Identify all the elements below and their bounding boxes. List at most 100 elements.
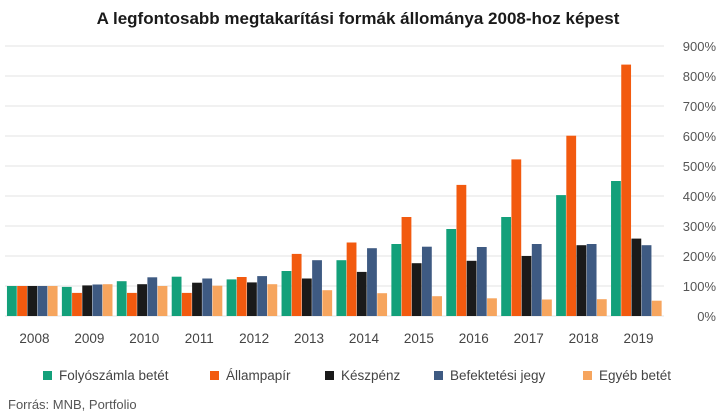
y-tick-label: 900%	[683, 39, 717, 54]
x-tick-label: 2018	[569, 331, 599, 346]
y-tick-label: 400%	[683, 189, 717, 204]
chart-title: A legfontosabb megtakarítási formák állo…	[97, 9, 620, 28]
legend-label: Készpénz	[341, 368, 401, 383]
bar	[157, 286, 168, 316]
bar	[61, 286, 72, 316]
x-tick-label: 2013	[294, 331, 324, 346]
bar	[281, 271, 292, 316]
bar	[226, 279, 237, 316]
bar	[641, 245, 652, 316]
bar	[92, 284, 103, 316]
bar	[356, 271, 367, 316]
x-tick-label: 2014	[349, 331, 380, 346]
bar	[576, 245, 587, 316]
bar	[377, 293, 388, 316]
x-tick-label: 2012	[239, 331, 269, 346]
bar	[147, 277, 158, 316]
bar	[586, 244, 597, 316]
y-tick-label: 0%	[697, 309, 716, 324]
bar	[301, 278, 312, 316]
bar	[542, 299, 552, 316]
x-tick-label: 2009	[74, 331, 104, 346]
x-axis: 2008 2009 2010 2011 2012 2013 2014 2015 2016 2017…	[19, 331, 653, 346]
y-tick-label: 700%	[683, 99, 717, 114]
legend-swatch	[210, 371, 219, 380]
bar	[621, 64, 632, 316]
legend-swatch	[583, 371, 592, 380]
bar	[192, 282, 202, 316]
bar	[236, 277, 247, 316]
bar	[247, 282, 257, 316]
legend-label: Állampapír	[226, 368, 291, 383]
bar	[556, 195, 566, 316]
bar	[181, 292, 192, 316]
bar	[72, 292, 82, 316]
bar	[137, 284, 147, 316]
gridlines	[5, 45, 664, 317]
y-axis: 0% 100% 200% 300% 400% 500% 600% 700% 800% 900%	[683, 39, 717, 324]
bar	[267, 284, 278, 316]
bar	[401, 217, 412, 316]
bar	[37, 286, 48, 316]
bar	[346, 242, 357, 316]
legend-swatch	[434, 371, 443, 380]
x-tick-label: 2016	[459, 331, 489, 346]
y-tick-label: 200%	[683, 249, 717, 264]
bar	[421, 246, 432, 316]
y-tick-label: 800%	[683, 69, 717, 84]
bar	[511, 159, 522, 316]
bar	[596, 299, 607, 316]
bar	[291, 253, 302, 316]
bars	[6, 64, 662, 316]
y-tick-label: 300%	[683, 219, 717, 234]
x-tick-label: 2019	[624, 331, 654, 346]
bar	[322, 290, 333, 316]
bar	[651, 300, 662, 316]
bar	[631, 238, 642, 316]
bar	[367, 248, 377, 316]
bar	[47, 286, 58, 316]
x-tick-label: 2010	[129, 331, 159, 346]
bar	[171, 276, 182, 316]
bar	[312, 260, 322, 316]
x-tick-label: 2011	[185, 331, 214, 346]
bar	[126, 292, 137, 316]
legend-swatch	[325, 371, 334, 380]
legend-label: Folyószámla betét	[59, 368, 169, 383]
bar	[476, 247, 487, 316]
bar	[531, 244, 542, 316]
x-tick-label: 2008	[19, 331, 49, 346]
bar	[566, 135, 577, 316]
bar	[336, 260, 347, 316]
legend: Folyószámla betét Állampapír Készpénz Befek…	[43, 368, 671, 383]
bar	[17, 286, 27, 316]
x-tick-label: 2015	[404, 331, 434, 346]
bar	[116, 281, 127, 316]
x-tick-label: 2017	[514, 331, 544, 346]
bar	[487, 298, 497, 316]
bar	[456, 184, 467, 316]
bar	[521, 256, 532, 316]
bar	[82, 285, 93, 316]
bar	[446, 229, 457, 316]
bar	[257, 276, 268, 316]
bar	[501, 217, 512, 316]
legend-swatch	[43, 371, 52, 380]
bar	[102, 284, 113, 316]
bar	[202, 278, 213, 316]
y-tick-label: 500%	[683, 159, 717, 174]
bar	[466, 260, 477, 316]
y-tick-label: 600%	[683, 129, 717, 144]
bar	[611, 181, 621, 316]
chart-source: Forrás: MNB, Portfolio	[8, 397, 137, 412]
legend-label: Egyéb betét	[599, 368, 671, 383]
legend-label: Befektetési jegy	[450, 368, 546, 383]
bar	[411, 263, 422, 316]
y-tick-label: 100%	[683, 279, 717, 294]
bar	[212, 285, 223, 316]
bar	[391, 244, 402, 316]
bar	[6, 286, 17, 316]
bar	[27, 286, 38, 316]
bar	[432, 296, 442, 316]
